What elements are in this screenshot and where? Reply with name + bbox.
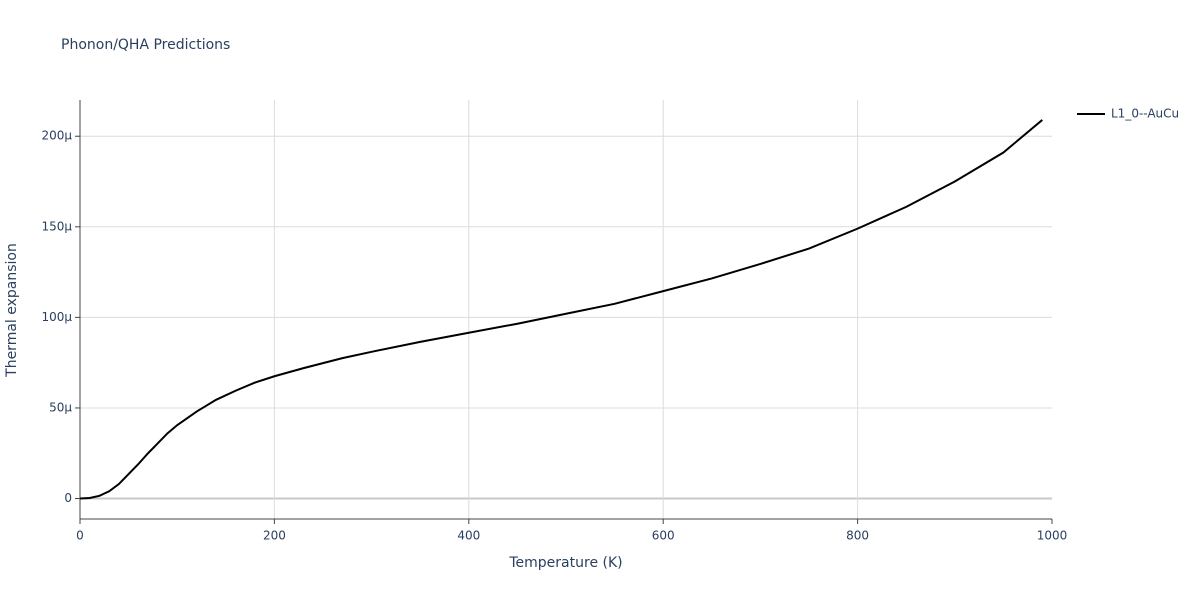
y-tick-label: 200µ	[41, 129, 72, 143]
x-tick-label: 800	[846, 529, 869, 543]
x-tick-label: 400	[457, 529, 480, 543]
x-tick-label: 0	[76, 529, 84, 543]
x-axis-title: Temperature (K)	[508, 555, 622, 571]
y-tick-label: 150µ	[41, 219, 72, 233]
legend-label: L1_0--AuCu	[1111, 107, 1179, 121]
chart-title: Phonon/QHA Predictions	[61, 37, 230, 53]
data-line	[79, 119, 1043, 500]
x-tick-label: 600	[652, 529, 675, 543]
x-tick-label: 200	[263, 529, 286, 543]
y-tick-label: 50µ	[49, 400, 72, 414]
y-tick-label: 100µ	[41, 310, 72, 324]
x-tick-label: 1000	[1037, 529, 1068, 543]
y-tick-label: 0	[64, 491, 72, 505]
y-axis-title: Thermal expansion	[4, 243, 20, 378]
